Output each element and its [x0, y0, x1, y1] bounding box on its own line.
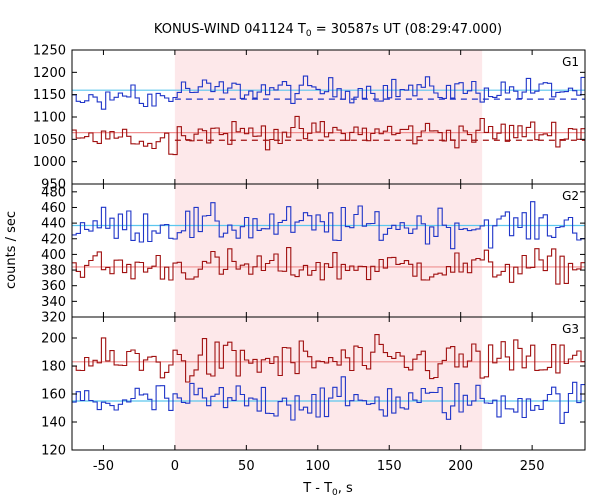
panel-label: G3 [562, 322, 579, 336]
panels: 950100010501100115012001250G132034036038… [33, 44, 586, 474]
x-tick-label: 200 [448, 459, 473, 474]
y-tick-label: 320 [41, 311, 66, 326]
panel-label: G1 [562, 55, 579, 69]
y-tick-label: 120 [41, 444, 66, 459]
series-blue-curve [72, 376, 585, 424]
y-axis-label: counts / sec [4, 211, 19, 289]
panel-g1: 950 1000 1050 1100 1150 1200 1250 G1 [33, 44, 586, 193]
y-tick-label: 200 [41, 332, 66, 347]
y-tick-label: 180 [41, 360, 66, 375]
y-tick-label: 380 [41, 264, 66, 279]
x-axis-label: T - T0, s [302, 481, 353, 498]
series-blue-curve [72, 75, 585, 110]
y-tick-label: 1200 [33, 66, 66, 81]
y-tick-label: 360 [41, 279, 66, 294]
panel-g3: 120 140 160 180 200 G3 [41, 316, 586, 459]
y-tick-label: 400 [41, 248, 66, 263]
burst-interval-highlight [174, 50, 483, 450]
y-tick-label: 480 [41, 185, 66, 200]
y-tick-label: 1100 [33, 111, 66, 126]
x-tick-label: 0 [171, 459, 179, 474]
chart-title: KONUS-WIND 041124 T0 = 30587s UT (08:29:… [154, 22, 502, 39]
y-tick-label: 340 [41, 295, 66, 310]
y-tick-label: 140 [41, 416, 66, 431]
y-tick-label: 1250 [33, 44, 66, 59]
y-tick-label: 440 [41, 217, 66, 232]
series-blue-curve [72, 201, 585, 250]
x-tick-label: 250 [520, 459, 545, 474]
y-tick-label: 950 [41, 178, 66, 193]
y-tick-label: 1150 [33, 88, 66, 103]
series-red-curve [72, 334, 585, 383]
x-tick-label: -50 [93, 459, 114, 474]
panel-frame [71, 316, 586, 451]
series-red-curve [72, 115, 585, 156]
y-tick-label: 160 [41, 388, 66, 403]
y-tick-label: 460 [41, 201, 66, 216]
x-tick-label: 100 [305, 459, 330, 474]
x-tick-label: 50 [238, 459, 255, 474]
y-tick-label: 1050 [33, 133, 66, 148]
y-tick-label: 1000 [33, 155, 66, 170]
panel-label: G2 [562, 189, 579, 203]
x-tick-label: 150 [377, 459, 402, 474]
series-red-curve [72, 247, 585, 285]
y-tick-label: 420 [41, 232, 66, 247]
